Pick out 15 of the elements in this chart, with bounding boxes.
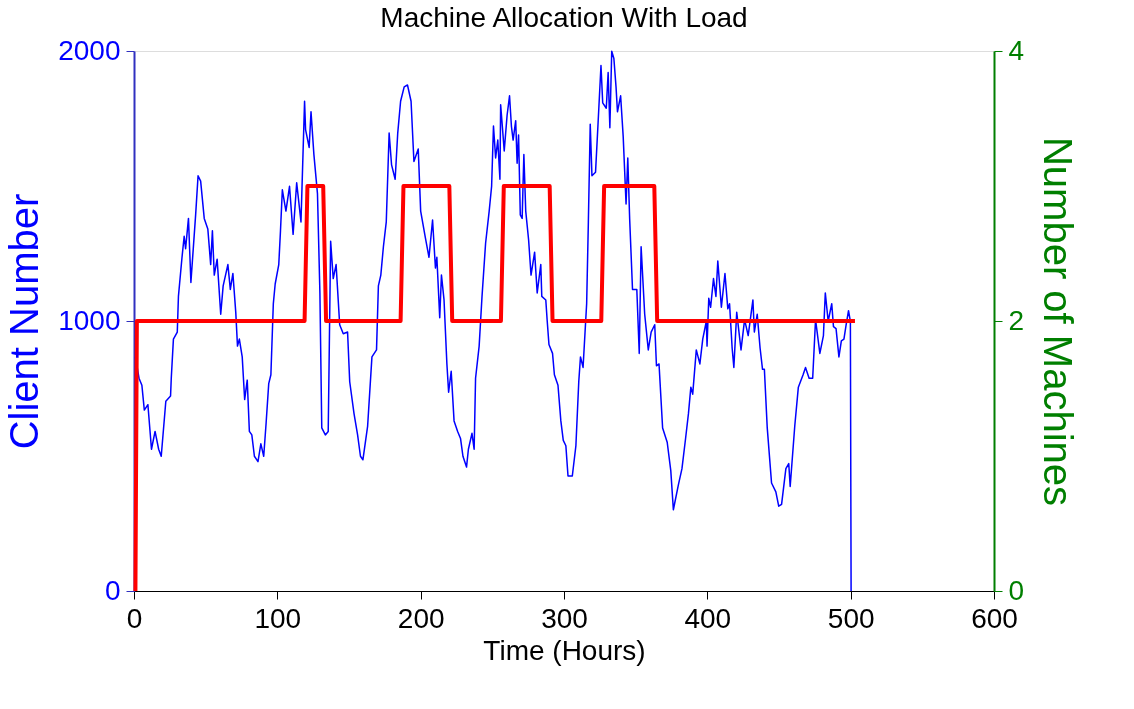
- y2-tick-label: 4: [1008, 34, 1025, 66]
- x-axis-title: Time (Hours): [483, 634, 646, 666]
- y-tick-label: 2000: [58, 34, 121, 66]
- y2-tick-label: 2: [1008, 304, 1025, 336]
- y-tick-label: 1000: [58, 304, 121, 336]
- x-tick-label: 400: [684, 602, 732, 634]
- y2-axis-title: Number of Machines: [1036, 136, 1081, 507]
- x-tick-label: 300: [541, 602, 588, 634]
- y-tick-label: 0: [104, 574, 121, 606]
- y-axis-title: Client Number: [2, 193, 47, 450]
- x-tick-label: 200: [397, 602, 445, 634]
- x-tick-label: 0: [126, 602, 143, 634]
- chart-title: Machine Allocation With Load: [380, 2, 748, 33]
- x-tick-label: 100: [254, 602, 302, 634]
- x-tick-label: 500: [827, 602, 875, 634]
